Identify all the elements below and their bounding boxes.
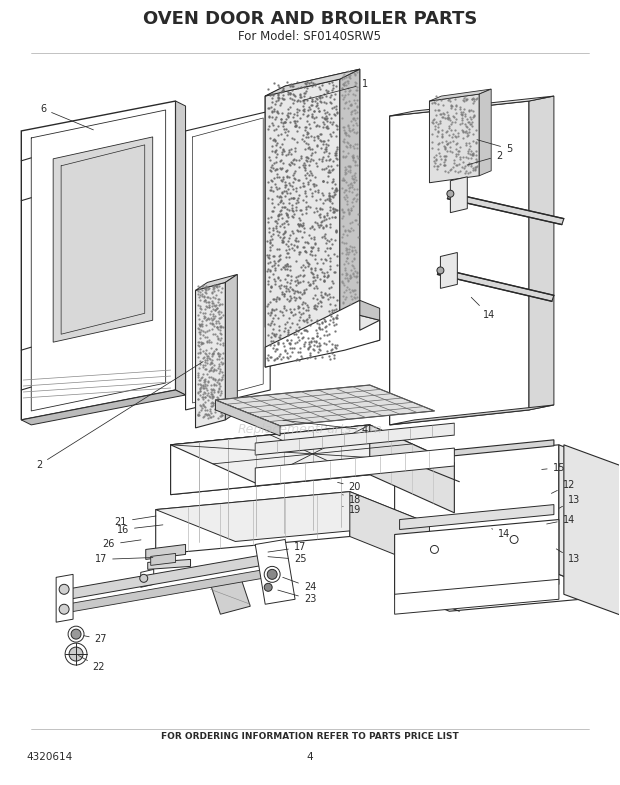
Text: 1: 1 — [303, 79, 368, 100]
Text: OVEN DOOR AND BROILER PARTS: OVEN DOOR AND BROILER PARTS — [143, 10, 477, 28]
Polygon shape — [56, 575, 73, 623]
Polygon shape — [394, 575, 614, 612]
Polygon shape — [450, 177, 467, 213]
Text: 14: 14 — [547, 514, 575, 524]
Polygon shape — [170, 425, 370, 495]
Polygon shape — [265, 69, 360, 96]
Circle shape — [437, 267, 444, 274]
Polygon shape — [21, 101, 175, 420]
Circle shape — [59, 584, 69, 594]
Text: 26: 26 — [103, 539, 141, 550]
Polygon shape — [255, 448, 454, 486]
Circle shape — [59, 604, 69, 614]
Polygon shape — [215, 385, 435, 426]
Text: ReplacementParts.com: ReplacementParts.com — [237, 423, 383, 436]
Circle shape — [69, 647, 83, 661]
Polygon shape — [170, 425, 454, 483]
Text: 19: 19 — [343, 505, 361, 515]
Polygon shape — [265, 79, 340, 327]
Polygon shape — [226, 275, 237, 420]
Polygon shape — [185, 111, 270, 410]
Circle shape — [447, 190, 454, 197]
Text: 14: 14 — [471, 298, 495, 320]
Polygon shape — [370, 425, 454, 513]
Polygon shape — [66, 554, 268, 599]
Text: 13: 13 — [559, 495, 580, 508]
Text: 12: 12 — [551, 480, 575, 494]
Polygon shape — [340, 69, 379, 320]
Text: 22: 22 — [79, 655, 105, 672]
Circle shape — [71, 629, 81, 639]
Circle shape — [140, 575, 148, 582]
Text: 5: 5 — [477, 140, 512, 154]
Text: 2: 2 — [36, 362, 203, 469]
Polygon shape — [400, 505, 554, 530]
Polygon shape — [170, 425, 370, 495]
Polygon shape — [265, 301, 379, 367]
Polygon shape — [394, 520, 559, 599]
Polygon shape — [438, 268, 554, 301]
Polygon shape — [195, 283, 226, 428]
Polygon shape — [151, 553, 175, 565]
Polygon shape — [66, 569, 268, 612]
Polygon shape — [265, 79, 379, 367]
Polygon shape — [559, 445, 614, 597]
Polygon shape — [389, 96, 554, 116]
Text: 18: 18 — [342, 495, 361, 505]
Circle shape — [267, 569, 277, 579]
Polygon shape — [265, 69, 360, 96]
Polygon shape — [210, 576, 250, 614]
Text: 4: 4 — [283, 420, 368, 435]
Text: FOR ORDERING INFORMATION REFER TO PARTS PRICE LIST: FOR ORDERING INFORMATION REFER TO PARTS … — [161, 732, 459, 741]
Polygon shape — [255, 539, 295, 604]
Text: 24: 24 — [283, 577, 316, 593]
Text: 23: 23 — [278, 590, 316, 604]
Text: 17: 17 — [268, 542, 306, 553]
Polygon shape — [394, 579, 559, 614]
Text: 14: 14 — [492, 528, 510, 539]
Text: 13: 13 — [556, 549, 580, 564]
Text: 2: 2 — [467, 151, 502, 165]
Text: For Model: SF0140SRW5: For Model: SF0140SRW5 — [239, 30, 381, 42]
Text: 17: 17 — [95, 554, 153, 564]
Polygon shape — [405, 440, 554, 461]
Polygon shape — [440, 253, 458, 288]
Text: 4: 4 — [307, 752, 313, 761]
Polygon shape — [148, 560, 190, 569]
Polygon shape — [255, 423, 454, 455]
Polygon shape — [175, 101, 185, 395]
Polygon shape — [146, 545, 185, 560]
Polygon shape — [389, 101, 529, 425]
Polygon shape — [564, 445, 620, 616]
Polygon shape — [394, 445, 559, 590]
Polygon shape — [156, 491, 430, 542]
Polygon shape — [340, 69, 360, 310]
Polygon shape — [389, 405, 554, 425]
Text: 4320614: 4320614 — [26, 752, 73, 761]
Polygon shape — [195, 275, 237, 290]
Text: 27: 27 — [84, 634, 107, 644]
Text: 16: 16 — [117, 524, 163, 535]
Text: 15: 15 — [542, 462, 565, 473]
Text: 21: 21 — [115, 516, 156, 527]
Text: 6: 6 — [40, 104, 94, 130]
Polygon shape — [430, 94, 479, 183]
Polygon shape — [21, 390, 185, 425]
Polygon shape — [448, 192, 564, 225]
Polygon shape — [141, 569, 154, 587]
Text: 20: 20 — [337, 482, 361, 491]
Polygon shape — [156, 491, 350, 554]
Polygon shape — [479, 89, 491, 176]
Polygon shape — [529, 96, 554, 410]
Polygon shape — [53, 137, 153, 342]
Circle shape — [264, 583, 272, 591]
Text: 25: 25 — [268, 554, 306, 564]
Polygon shape — [350, 491, 430, 568]
Polygon shape — [215, 400, 280, 436]
Polygon shape — [430, 89, 491, 101]
